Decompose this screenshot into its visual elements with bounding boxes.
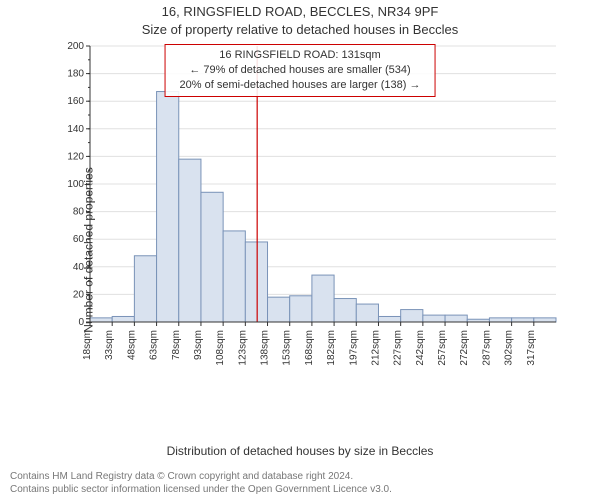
x-tick-label: 123sqm <box>237 330 248 366</box>
x-tick-label: 153sqm <box>282 330 293 366</box>
histogram-bar <box>223 231 245 322</box>
y-tick-label: 140 <box>67 124 84 135</box>
x-tick-label: 227sqm <box>393 330 404 366</box>
x-tick-label: 242sqm <box>415 330 426 366</box>
x-tick-label: 48sqm <box>126 330 137 360</box>
histogram-bar <box>112 316 134 322</box>
histogram-bar <box>179 159 201 322</box>
y-tick-label: 0 <box>78 317 84 328</box>
infobox-line: ← 79% of detached houses are smaller (53… <box>180 63 421 78</box>
y-tick-label: 80 <box>73 207 85 218</box>
x-tick-label: 78sqm <box>171 330 182 360</box>
histogram-bar <box>334 299 356 322</box>
histogram-bar <box>201 192 223 322</box>
histogram-bar <box>489 318 511 322</box>
histogram-bar <box>512 318 534 322</box>
histogram-bar <box>356 304 378 322</box>
x-tick-label: 182sqm <box>326 330 337 366</box>
histogram-bar <box>268 297 290 322</box>
footer-line: Contains HM Land Registry data © Crown c… <box>10 470 590 483</box>
x-tick-label: 108sqm <box>215 330 226 366</box>
x-tick-label: 287sqm <box>481 330 492 366</box>
x-tick-label: 93sqm <box>193 330 204 360</box>
footer-line: Contains public sector information licen… <box>10 483 590 496</box>
y-tick-label: 180 <box>67 69 84 80</box>
infobox-line: 16 RINGSFIELD ROAD: 131sqm <box>180 48 421 63</box>
x-tick-label: 212sqm <box>370 330 381 366</box>
infobox-line: 20% of semi-detached houses are larger (… <box>180 78 421 93</box>
histogram-bar <box>90 318 112 322</box>
footer-attribution: Contains HM Land Registry data © Crown c… <box>10 470 590 496</box>
x-tick-label: 168sqm <box>304 330 315 366</box>
histogram-bar <box>423 315 445 322</box>
histogram-bar <box>134 256 156 322</box>
histogram-bar <box>445 315 467 322</box>
x-tick-label: 257sqm <box>437 330 448 366</box>
x-axis-caption: Distribution of detached houses by size … <box>0 444 600 458</box>
reference-infobox: 16 RINGSFIELD ROAD: 131sqm ← 79% of deta… <box>165 44 436 97</box>
y-tick-label: 200 <box>67 42 84 52</box>
histogram-bar <box>534 318 556 322</box>
y-tick-label: 60 <box>73 234 85 245</box>
x-tick-label: 272sqm <box>459 330 470 366</box>
x-tick-label: 18sqm <box>82 330 93 360</box>
histogram-bar <box>245 242 267 322</box>
y-tick-label: 120 <box>67 151 84 162</box>
x-tick-label: 317sqm <box>526 330 537 366</box>
y-tick-label: 100 <box>67 179 84 190</box>
histogram-bar <box>157 92 179 322</box>
histogram-bar <box>378 316 400 322</box>
x-tick-label: 33sqm <box>104 330 115 360</box>
y-tick-label: 40 <box>73 262 85 273</box>
x-tick-label: 197sqm <box>348 330 359 366</box>
histogram-bar <box>401 310 423 322</box>
x-tick-label: 302sqm <box>504 330 515 366</box>
y-tick-label: 20 <box>73 289 85 300</box>
y-tick-label: 160 <box>67 96 84 107</box>
histogram-bar <box>312 275 334 322</box>
histogram-bar <box>290 296 312 322</box>
x-tick-label: 138sqm <box>260 330 271 366</box>
title-sub: Size of property relative to detached ho… <box>0 22 600 37</box>
x-tick-label: 63sqm <box>149 330 160 360</box>
title-main: 16, RINGSFIELD ROAD, BECCLES, NR34 9PF <box>0 4 600 19</box>
